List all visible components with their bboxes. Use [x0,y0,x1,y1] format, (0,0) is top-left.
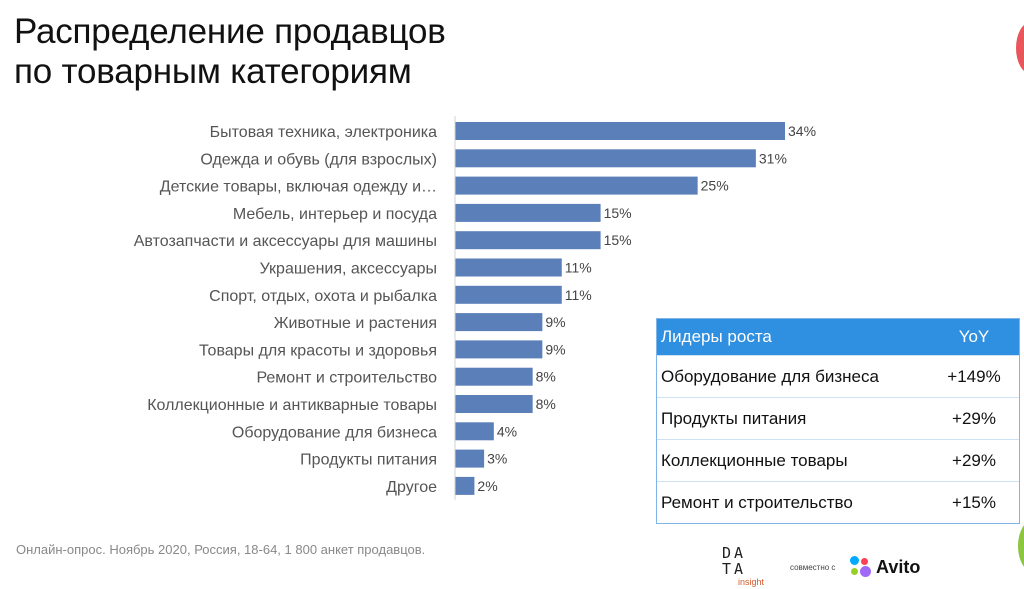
value-label: 15% [604,232,632,248]
bar [455,203,601,222]
value-label: 15% [604,205,632,221]
category-label: Одежда и обувь (для взрослых) [200,151,437,168]
category-label: Коллекционные и антикварные товары [147,397,437,414]
leaders-row: Продукты питания +29% [657,397,1019,439]
leaders-yoy: +149% [947,366,1001,386]
bar [455,367,533,386]
bar [455,449,485,468]
leaders-row: Ремонт и строительство +15% [657,481,1019,523]
bar [455,422,494,441]
value-label: 9% [545,341,565,357]
leaders-row: Оборудование для бизнеса +149% [657,355,1019,397]
data-insight-logo: DA TA insight [722,545,764,587]
category-label: Мебель, интерьер и посуда [233,206,437,223]
decorative-circle-green [1018,520,1024,572]
avito-logo: Avito [850,556,920,578]
bar [455,176,698,195]
value-label: 8% [536,396,556,412]
bar [455,476,475,495]
together-with-label: совместно с [790,563,836,572]
category-label: Автозапчасти и аксессуары для машины [134,233,437,250]
category-label: Детские товары, включая одежду и… [160,179,437,196]
title-line-2: по товарным категориям [14,52,412,91]
category-label: Оборудование для бизнеса [232,424,437,441]
value-label: 2% [477,478,497,494]
leaders-category: Продукты питания [661,408,807,428]
bar [455,149,756,168]
page-title: Распределение продавцов по товарным кате… [14,12,446,92]
bar [455,285,562,304]
leaders-category: Оборудование для бизнеса [661,366,879,386]
logo-da: DA [722,544,747,562]
value-label: 4% [497,423,517,439]
category-label: Спорт, отдых, охота и рыбалка [209,288,437,305]
leaders-yoy: +29% [952,408,996,428]
bar [455,340,543,359]
category-label: Животные и растения [274,315,437,332]
bar [455,395,533,413]
source-note: Онлайн-опрос. Ноябрь 2020, Россия, 18-64… [16,542,426,557]
bar [455,231,601,250]
leaders-category: Коллекционные товары [661,450,848,470]
leaders-header: Лидеры роста YoY [657,319,1019,355]
value-label: 3% [487,451,507,467]
bar [455,313,543,332]
category-label: Другое [386,479,437,496]
decorative-circle-red [1016,22,1024,74]
bar-chart: Бытовая техника, электроника 34% Одежда и … [134,116,816,500]
logo-ta: TA [722,560,747,578]
bar [455,258,562,277]
category-label: Продукты питания [300,452,437,469]
value-label: 25% [701,178,729,194]
leaders-yoy: +15% [952,492,996,512]
category-label: Товары для красоты и здоровья [199,342,437,359]
leaders-row: Коллекционные товары +29% [657,439,1019,481]
value-label: 34% [788,123,816,139]
value-label: 8% [536,369,556,385]
leaders-category: Ремонт и строительство [661,492,853,512]
value-label: 9% [545,314,565,330]
growth-leaders-table: Лидеры роста YoY Оборудование для бизнес… [656,318,1020,524]
category-label: Украшения, аксессуары [260,261,437,278]
avito-name: Avito [876,556,921,577]
bar [455,122,785,140]
leaders-yoy: +29% [952,450,996,470]
value-label: 11% [565,287,592,303]
leaders-header-yoy: YoY [958,327,990,346]
title-line-1: Распределение продавцов [14,12,446,51]
category-label: Бытовая техника, электроника [210,124,437,141]
value-label: 31% [759,150,787,166]
avito-dots-icon [850,556,872,578]
logo-insight: insight [738,577,765,587]
leaders-header-label: Лидеры роста [661,327,772,346]
category-label: Ремонт и строительство [256,370,437,387]
value-label: 11% [565,260,592,276]
